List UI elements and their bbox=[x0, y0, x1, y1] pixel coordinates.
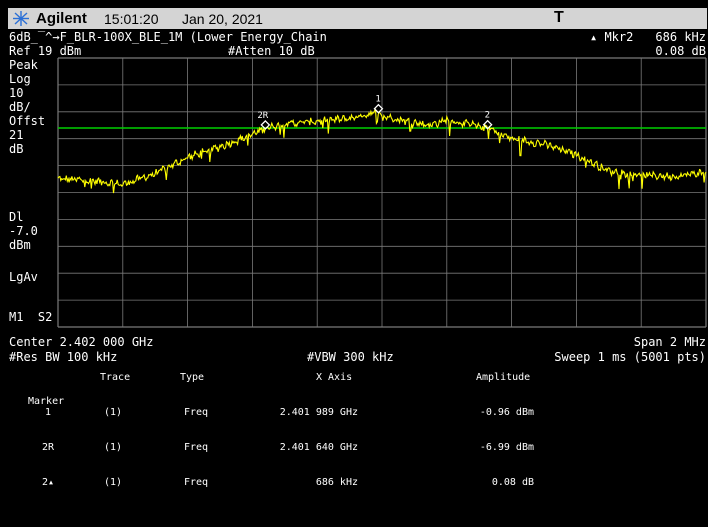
marker-label: 2 bbox=[485, 111, 490, 121]
resolution-bandwidth: #Res BW 100 kHz bbox=[9, 350, 118, 364]
marker-label: 1 bbox=[375, 95, 380, 105]
marker-header: Marker bbox=[28, 396, 65, 407]
sweep-time: Sweep 1 ms (5001 pts) bbox=[554, 350, 706, 364]
left-panel-scale: Peak Log 10 dB/ Offst 21 dB bbox=[9, 58, 45, 156]
scale-type-label: Log bbox=[9, 72, 31, 86]
trigger-flag: T bbox=[554, 9, 564, 26]
amplitude-values: -0.96 dBm -6.99 dBm 0.08 dB bbox=[450, 383, 534, 501]
agilent-spark-icon bbox=[13, 11, 29, 26]
frequency-span: Span 2 MHz bbox=[633, 335, 706, 349]
graticule bbox=[57, 57, 707, 328]
clock-time: 15:01:20 bbox=[104, 11, 159, 27]
scale-value: 10 bbox=[9, 86, 24, 100]
display-line-value: -7.0 bbox=[9, 224, 38, 238]
screen-title: 6dB_‾^→F_BLR-100X_BLE_1M (Lower Energy_C… bbox=[9, 30, 327, 44]
x-axis-header: X Axis bbox=[316, 372, 353, 383]
offset-value: 21 bbox=[9, 128, 24, 142]
brand-name: Agilent bbox=[36, 10, 87, 27]
x-axis-values: 2.401 989 GHz 2.401 640 GHz 686 kHz bbox=[250, 383, 358, 501]
display-line-unit: dBm bbox=[9, 238, 31, 252]
marker-values: 1 2R 2▴ bbox=[28, 383, 68, 501]
table-row-marker: 1 bbox=[44, 407, 52, 418]
attenuation: #Atten 10 dB bbox=[228, 44, 315, 58]
marker-readout-label: ▴ Mkr2 bbox=[590, 30, 634, 44]
marker-column: Marker bbox=[28, 372, 64, 419]
table-row-trace: (1) bbox=[104, 442, 123, 454]
reference-level: Ref 19 dBm bbox=[9, 44, 82, 58]
offset-label: Offst bbox=[9, 114, 46, 128]
markers: 1 2R 2 bbox=[257, 95, 493, 130]
display-line-label: Dl bbox=[9, 210, 24, 224]
table-row-marker: 2▴ bbox=[41, 477, 55, 489]
table-row-x: 2.401 640 GHz bbox=[279, 442, 358, 454]
marker-diamond bbox=[260, 119, 271, 130]
type-header: Type bbox=[180, 372, 205, 383]
center-frequency: Center 2.402 000 GHz bbox=[9, 335, 154, 349]
table-row-amplitude: -6.99 dBm bbox=[479, 442, 534, 454]
title-bar: Agilent 15:01:20 Jan 20, 2021 T bbox=[8, 8, 707, 29]
left-panel-display-line: Dl -7.0 dBm bbox=[9, 210, 38, 252]
spectrum-trace bbox=[57, 108, 707, 194]
amplitude-header: Amplitude bbox=[476, 372, 531, 383]
type-values: Freq Freq Freq bbox=[184, 383, 208, 501]
marker-readout-freq: 686 kHz bbox=[655, 30, 706, 44]
scale-unit: dB/ bbox=[9, 100, 31, 114]
table-row-x: 686 kHz bbox=[315, 477, 358, 489]
marker-label: 2R bbox=[257, 111, 268, 121]
table-row-trace: (1) bbox=[104, 477, 123, 489]
table-row-marker: 2R bbox=[41, 442, 55, 454]
detector-label: Peak bbox=[9, 58, 38, 72]
clock-date: Jan 20, 2021 bbox=[182, 11, 263, 27]
table-row-x: 2.401 989 GHz bbox=[279, 407, 358, 418]
offset-unit: dB bbox=[9, 142, 24, 156]
trace-header: Trace bbox=[100, 372, 131, 383]
trace-mode-label: M1 S2 bbox=[9, 310, 53, 324]
table-row-type: Freq bbox=[184, 407, 209, 418]
table-row-amplitude: -0.96 dBm bbox=[479, 407, 534, 418]
table-row-trace: (1) bbox=[104, 407, 123, 418]
marker-diamond bbox=[373, 103, 384, 114]
table-row-type: Freq bbox=[184, 442, 209, 454]
average-mode-label: LgAv bbox=[9, 270, 38, 284]
marker-diamond bbox=[482, 119, 493, 130]
table-row-type: Freq bbox=[184, 477, 209, 489]
video-bandwidth: #VBW 300 kHz bbox=[307, 350, 394, 364]
trace-values: (1) (1) (1) bbox=[104, 383, 122, 501]
marker-readout-amplitude: 0.08 dB bbox=[655, 44, 706, 58]
table-row-amplitude: 0.08 dB bbox=[491, 477, 534, 489]
